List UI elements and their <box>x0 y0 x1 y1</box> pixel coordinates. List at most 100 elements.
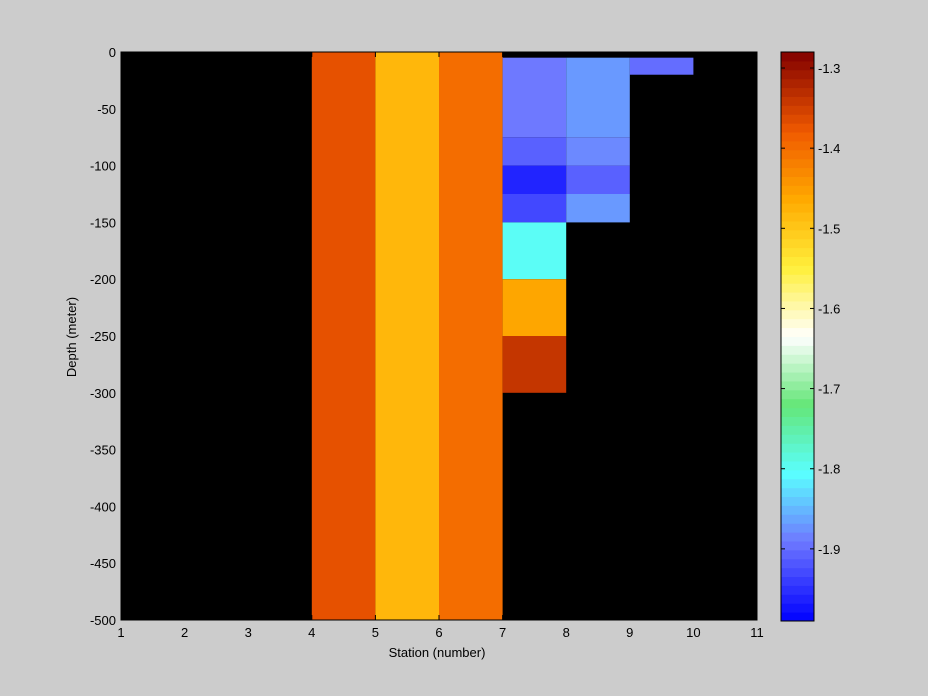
colorbar-band <box>781 60 814 71</box>
colorbar-band <box>781 416 814 426</box>
colorbar-band <box>781 594 814 604</box>
heatmap-cells <box>311 52 694 620</box>
colorbar-frame <box>780 51 815 622</box>
heatmap-cell <box>502 279 567 336</box>
y-axis: 0 -50 -100 -150 -200 -250 -300 -350 -400 -450 -500 <box>90 45 757 628</box>
heatmap-cell <box>502 165 567 194</box>
y-tick-label: 0 <box>109 45 116 60</box>
colorbar-band <box>781 523 814 533</box>
colorbar-band <box>781 247 814 257</box>
colorbar-tick-label: -1.4 <box>818 141 840 156</box>
colorbar-band <box>781 149 814 160</box>
heatmap-cell <box>566 165 630 194</box>
colorbar-band <box>781 176 814 186</box>
colorbar-band <box>781 345 814 355</box>
heatmap-cell <box>566 137 630 166</box>
x-tick-label: 8 <box>563 625 570 640</box>
y-tick-label: -50 <box>97 102 116 117</box>
heatmap-cell <box>311 52 376 620</box>
colorbar-band <box>781 212 814 222</box>
colorbar-band <box>781 452 814 462</box>
colorbar-band <box>781 398 814 409</box>
heatmap-cell <box>566 194 630 223</box>
colorbar-band <box>781 87 814 97</box>
colorbar-band <box>781 469 814 480</box>
colorbar-band <box>781 585 814 595</box>
y-tick-label: -350 <box>90 443 116 458</box>
colorbar-band <box>781 292 814 302</box>
x-tick-label: 11 <box>750 625 764 640</box>
colorbar-band <box>781 576 814 586</box>
heatmap-cell <box>502 336 567 393</box>
x-tick-label: 1 <box>117 625 124 640</box>
colorbar-band <box>781 443 814 453</box>
colorbar-band <box>781 532 814 542</box>
colorbar-band <box>781 478 814 489</box>
colorbar-band <box>781 318 814 329</box>
colorbar-band <box>781 327 814 337</box>
colorbar-band <box>781 203 814 213</box>
colorbar-band <box>781 220 814 231</box>
heatmap-cell <box>502 57 567 138</box>
colorbar-tick-label: -1.3 <box>818 61 840 76</box>
colorbar-band <box>781 549 814 560</box>
colorbar-tick-label: -1.6 <box>818 301 840 316</box>
colorbar-tick-label: -1.7 <box>818 382 840 397</box>
colorbar-band <box>781 132 814 142</box>
heatmap-cell <box>375 52 439 620</box>
x-tick-label: 5 <box>372 625 379 640</box>
colorbar-band <box>781 256 814 266</box>
colorbar-band <box>781 380 814 391</box>
colorbar-tick-label: -1.5 <box>818 221 840 236</box>
colorbar-band <box>781 194 814 204</box>
x-tick-label: 4 <box>308 625 315 640</box>
x-tick-label: 2 <box>181 625 188 640</box>
colorbar-band <box>781 238 814 249</box>
y-tick-label: -150 <box>90 215 116 230</box>
colorbar-band <box>781 372 814 382</box>
y-tick-label: -300 <box>90 386 116 401</box>
heatmap-cell <box>502 222 567 280</box>
colorbar: -1.3 -1.4 -1.5 -1.6 -1.7 -1.8 -1.9 <box>780 51 840 622</box>
colorbar-band <box>781 603 814 613</box>
colorbar-band <box>781 540 814 551</box>
x-tick-label: 9 <box>626 625 633 640</box>
colorbar-band <box>781 283 814 293</box>
y-tick-label: -100 <box>90 159 116 174</box>
x-tick-label: 7 <box>499 625 506 640</box>
colorbar-band <box>781 309 814 320</box>
colorbar-band <box>781 96 814 106</box>
colorbar-band <box>781 69 814 80</box>
colorbar-band <box>781 558 814 569</box>
colorbar-band <box>781 185 814 195</box>
colorbar-band <box>781 336 814 346</box>
colorbar-band <box>781 265 814 275</box>
x-tick-label: 6 <box>435 625 442 640</box>
heatmap-cell <box>502 137 567 166</box>
colorbar-band <box>781 167 814 177</box>
colorbar-band <box>781 105 814 115</box>
y-tick-label: -250 <box>90 329 116 344</box>
colorbar-tick-label: -1.8 <box>818 462 840 477</box>
colorbar-band <box>781 274 814 284</box>
heatmap-cell <box>566 57 630 138</box>
y-tick-label: -200 <box>90 272 116 287</box>
colorbar-band <box>781 407 814 418</box>
heatmap-cell <box>439 52 503 620</box>
colorbar-band <box>781 434 814 444</box>
colorbar-tick-label: -1.9 <box>818 542 840 557</box>
colorbar-band <box>781 460 814 471</box>
colorbar-band <box>781 140 814 151</box>
colorbar-band <box>781 612 814 622</box>
colorbar-band <box>781 229 814 240</box>
colorbar-band <box>781 114 814 124</box>
colorbar-band <box>781 52 814 62</box>
colorbar-band <box>781 363 814 373</box>
colorbar-band <box>781 389 814 400</box>
colorbar-band <box>781 354 814 364</box>
colorbar-band <box>781 514 814 524</box>
colorbar-band <box>781 158 814 169</box>
heatmap-cell <box>502 194 567 223</box>
y-tick-label: -500 <box>90 613 116 628</box>
